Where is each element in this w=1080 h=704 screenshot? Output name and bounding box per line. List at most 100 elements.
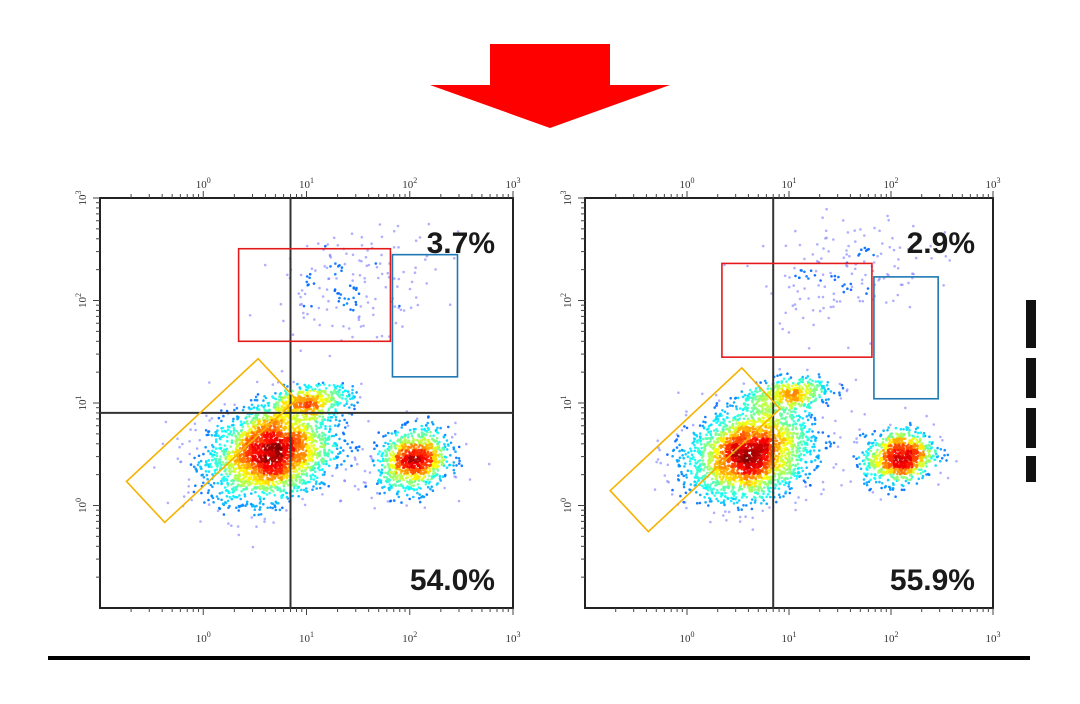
event-dot (692, 440, 696, 443)
event-dot (433, 460, 437, 464)
event-dot (223, 486, 227, 489)
event-dot (686, 469, 690, 473)
event-dot (794, 274, 797, 278)
event-dot (376, 459, 380, 462)
event-dot (855, 437, 858, 440)
event-dot (204, 445, 207, 449)
event-dot (192, 490, 196, 494)
event-dot (682, 474, 686, 478)
event-dot (797, 496, 800, 499)
event-dot (218, 443, 222, 446)
event-dot (928, 435, 931, 439)
event-dot (436, 473, 439, 476)
event-dot (428, 467, 431, 470)
event-dot (827, 434, 830, 438)
event-dot (380, 468, 384, 472)
event-dot (386, 271, 390, 275)
event-dot (778, 373, 782, 377)
event-dot (748, 392, 751, 396)
event-dot (704, 501, 707, 504)
event-dot (294, 420, 298, 424)
event-dot (307, 431, 311, 435)
event-dot (230, 454, 233, 458)
event-dot (240, 429, 243, 433)
event-dot (207, 465, 211, 469)
event-dot (302, 311, 305, 315)
event-dot (420, 466, 424, 470)
event-dot (325, 266, 329, 270)
event-dot (304, 449, 308, 453)
event-dot (788, 276, 791, 279)
event-dot (283, 427, 286, 430)
event-dot (286, 459, 290, 463)
event-dot (312, 478, 316, 481)
event-dot (398, 450, 401, 454)
event-dot (430, 459, 433, 462)
event-dot (840, 383, 844, 387)
event-dot (881, 481, 884, 485)
event-dot (329, 416, 333, 419)
event-dot (877, 279, 880, 282)
event-dot (684, 413, 688, 417)
event-dot (296, 450, 299, 453)
event-dot (846, 287, 849, 291)
event-dot (299, 295, 302, 299)
event-dot (297, 431, 301, 435)
event-dot (935, 455, 939, 459)
event-dot (760, 502, 763, 505)
event-dot (410, 434, 414, 438)
event-dot (257, 513, 261, 517)
event-dot (250, 516, 254, 519)
event-dot (455, 456, 458, 460)
event-dot (194, 428, 197, 432)
event-dot (865, 483, 869, 487)
event-dot (854, 378, 858, 382)
event-dot (678, 449, 681, 453)
event-dot (230, 497, 234, 501)
event-dot (383, 491, 386, 495)
event-dot (395, 455, 399, 459)
event-dot (423, 457, 427, 460)
event-dot (820, 492, 823, 496)
event-dot (448, 303, 452, 307)
event-dot (182, 495, 186, 498)
event-dot (266, 431, 269, 434)
event-dot (803, 257, 806, 261)
event-dot (239, 478, 243, 481)
event-dot (212, 501, 215, 504)
event-dot (819, 460, 823, 464)
event-dot (328, 354, 332, 358)
event-dot (381, 457, 385, 461)
event-dot (176, 457, 180, 461)
event-dot (253, 471, 256, 475)
event-dot (334, 444, 337, 448)
event-dot (424, 480, 428, 484)
event-dot (355, 462, 359, 466)
event-dot (321, 473, 325, 477)
event-dot (255, 407, 259, 410)
event-dot (295, 404, 299, 407)
event-dot (863, 435, 867, 439)
event-dot (813, 468, 816, 472)
event-dot (211, 443, 214, 447)
event-dot (841, 219, 845, 222)
event-dot (352, 308, 355, 312)
event-dot (294, 478, 298, 481)
event-dot (396, 478, 399, 481)
event-dot (682, 456, 685, 460)
event-dot (408, 480, 412, 483)
event-dot (296, 489, 299, 493)
event-dot (343, 418, 346, 422)
event-dot (436, 465, 440, 468)
event-dot (431, 423, 435, 426)
event-dot (326, 442, 330, 446)
event-dot (865, 292, 868, 295)
event-dot (347, 297, 350, 301)
event-dot (245, 438, 248, 441)
event-dot (309, 425, 313, 428)
event-dot (294, 441, 298, 444)
event-dot (313, 402, 317, 405)
event-dot (256, 459, 260, 463)
down-arrow-icon (430, 44, 670, 128)
event-dot (401, 469, 404, 473)
